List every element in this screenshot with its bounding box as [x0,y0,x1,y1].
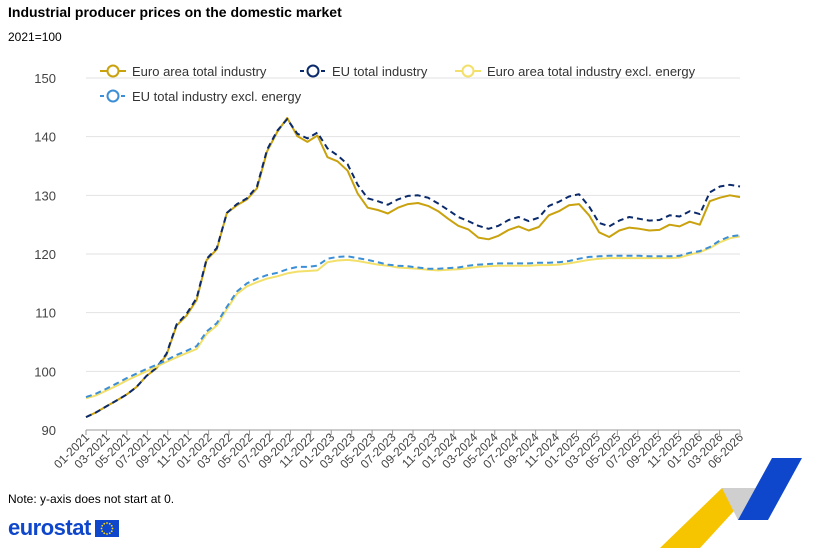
flag-star-icon [105,521,108,524]
legend-item-2[interactable]: Euro area total industry excl. energy [455,64,696,79]
legend-marker [306,64,320,78]
series-lines [85,116,741,419]
flag-star-icon [101,529,103,532]
legend-item-3[interactable]: EU total industry excl. energy [100,89,302,104]
legend-label: EU total industry excl. energy [132,89,302,104]
series-line-2 [85,235,741,400]
flag-star-icon [108,531,111,534]
eurostat-logo: eurostat [8,515,119,541]
y-tick-label: 150 [34,71,56,86]
legend-item-0[interactable]: Euro area total industry [100,64,267,79]
legend-marker [106,89,120,103]
y-tick-label: 100 [34,364,56,379]
footnote: Note: y-axis does not start at 0. [8,492,175,506]
grid-lines [86,77,740,431]
series-line-1 [85,118,741,419]
y-tick-label: 120 [34,247,56,262]
legend-label: Euro area total industry excl. energy [487,64,696,79]
eu-flag-icon [94,519,119,537]
y-tick-label: 110 [35,306,56,321]
flag-star-icon [100,527,103,529]
flag-star-icon [103,522,105,525]
flag-star-icon [103,531,105,534]
series-line-3 [85,234,741,399]
chart-subtitle: 2021=100 [8,30,62,44]
line-chart: 90 100 110 120 130 140 150 01-202103-202105-20… [34,64,746,471]
logo-text: eurostat [8,515,91,540]
flag-star-icon [111,527,114,529]
chart-title: Industrial producer prices on the domest… [8,4,342,20]
flag-star-icon [110,524,113,527]
y-tick-label: 140 [34,130,56,145]
x-axis: 01-202103-202105-202107-202109-202111-20… [51,430,746,471]
legend-label: Euro area total industry [132,64,267,79]
flag-star-icon [105,532,108,535]
legend-marker [106,64,120,78]
flag-star-icon [110,529,113,532]
eurostat-brand-graphic-icon [660,458,802,548]
y-tick-label: 90 [42,423,56,438]
legend-marker [461,64,475,78]
legend-item-1[interactable]: EU total industry [300,64,428,79]
flag-star-icon [108,522,111,525]
brand-blue-ribbon [738,458,802,520]
legend-label: EU total industry [332,64,428,79]
flag-star-icon [101,524,103,527]
y-axis: 90 100 110 120 130 140 150 [34,71,56,438]
legend: Euro area total industry EU total industr… [100,64,696,104]
y-tick-label: 130 [34,188,56,203]
